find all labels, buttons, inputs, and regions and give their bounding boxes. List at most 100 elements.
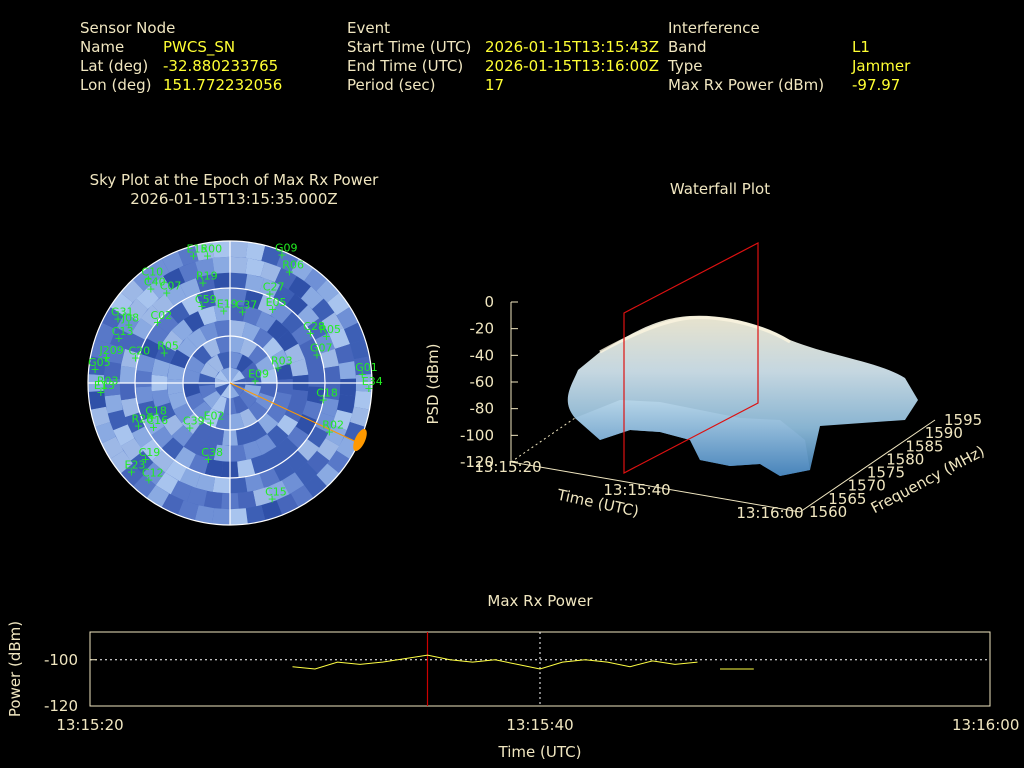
frequency-tick-label: 1585 — [905, 437, 943, 455]
sky-patch — [213, 304, 230, 322]
satellite-label: J209 — [99, 344, 124, 357]
sky-patch — [191, 344, 212, 365]
satellite-label: C37 — [236, 299, 258, 312]
sky-patch — [204, 459, 223, 478]
sky-patch — [266, 403, 288, 424]
sky-patch — [168, 391, 188, 410]
sky-patch — [230, 476, 248, 494]
sky-patch — [312, 298, 335, 322]
sky-patch — [214, 319, 230, 338]
satellite-marker: + — [189, 250, 198, 263]
sky-patch — [90, 406, 110, 427]
satellite-marker: + — [322, 330, 331, 343]
power-series — [292, 654, 754, 670]
sky-patch — [259, 467, 281, 488]
sky-patch — [212, 508, 230, 525]
sky-patch — [255, 355, 275, 374]
sky-patch — [120, 463, 144, 487]
jammer-direction-line — [229, 382, 359, 444]
sky-patch — [327, 292, 350, 316]
sky-patch — [179, 467, 201, 488]
satellite-label: C13 — [112, 325, 134, 338]
sky-patch — [191, 401, 212, 422]
sky-patch — [260, 261, 282, 283]
sky-patch — [196, 289, 216, 310]
sky-patch — [267, 319, 289, 341]
sky-patch — [294, 462, 318, 486]
satellite-marker: + — [358, 368, 367, 381]
sky-patch — [212, 272, 230, 290]
satellite-label: G31 — [111, 305, 134, 318]
time-tick-label: 13:16:00 — [736, 504, 803, 522]
sky-plot-title: Sky Plot at the Epoch of Max Rx Power — [89, 171, 379, 189]
sky-patch — [230, 272, 248, 290]
sky-patch — [244, 289, 264, 310]
interference-power-value: -97.97 — [852, 76, 901, 94]
sensor-lat-label: Lat (deg) — [80, 57, 149, 75]
sky-patch — [176, 337, 198, 358]
sky-patch — [230, 383, 240, 399]
satellite-label: E19 — [217, 298, 238, 311]
sky-patch — [155, 402, 176, 423]
sky-patch — [230, 304, 247, 322]
sky-patch — [170, 349, 190, 369]
satellite-marker: + — [219, 305, 228, 318]
sky-patch — [177, 500, 199, 521]
sky-patch — [323, 383, 341, 401]
psd-tick-label: -20 — [470, 320, 495, 338]
sky-patch — [192, 421, 213, 442]
interference-type-label: Type — [668, 57, 703, 75]
sky-patch — [88, 390, 106, 410]
sky-patch — [119, 365, 137, 383]
frequency-tick-label: 1580 — [886, 450, 924, 468]
satellite-label: R28 — [132, 413, 154, 426]
sky-patch — [257, 413, 279, 435]
waterfall-surface-ridge — [599, 316, 791, 354]
sky-patch — [248, 401, 269, 422]
satellite-marker: + — [312, 349, 321, 362]
sky-patch — [130, 451, 154, 474]
satellite-label: E23 — [125, 459, 146, 472]
sky-patch — [244, 473, 265, 493]
sky-patch — [155, 343, 176, 364]
psd-tick-label: -100 — [460, 426, 494, 444]
satellite-marker: + — [141, 453, 150, 466]
sky-patch — [304, 268, 328, 291]
sky-patch — [215, 413, 230, 431]
sky-patch — [245, 242, 266, 261]
sky-patch — [199, 321, 219, 342]
sky-patch — [299, 338, 320, 359]
sky-patch — [206, 354, 224, 373]
satellite-marker: + — [102, 351, 111, 364]
sky-patch — [257, 294, 279, 316]
sky-patch — [186, 486, 207, 507]
satellite-label: C20 — [129, 345, 151, 358]
sky-patch — [120, 397, 140, 418]
sky-patch — [161, 414, 184, 436]
sky-patch — [327, 450, 350, 474]
sky-patch — [167, 363, 185, 380]
sky-patch — [171, 319, 193, 341]
sky-patch — [230, 241, 248, 258]
sky-patch — [248, 344, 269, 365]
sky-patch — [255, 434, 277, 456]
satellite-marker: + — [206, 417, 215, 430]
satellite-marker: + — [273, 361, 282, 374]
satellite-marker: + — [306, 327, 315, 340]
sky-patch — [197, 305, 217, 326]
satellite-marker: + — [319, 393, 328, 406]
power-x-axis-label: Time (UTC) — [498, 743, 582, 761]
event-period-label: Period (sec) — [347, 76, 436, 94]
power-y-tick-label: -120 — [44, 697, 78, 715]
power-x-tick-label: 13:16:00 — [952, 716, 1019, 734]
sky-patch — [185, 355, 205, 374]
satellite-marker: + — [325, 425, 334, 438]
sky-patch — [241, 321, 261, 342]
satellite-label: R06 — [282, 259, 304, 272]
satellite-marker: + — [267, 493, 276, 506]
sky-patch — [215, 335, 230, 353]
sky-patch — [230, 256, 248, 274]
sky-patch — [329, 327, 350, 349]
